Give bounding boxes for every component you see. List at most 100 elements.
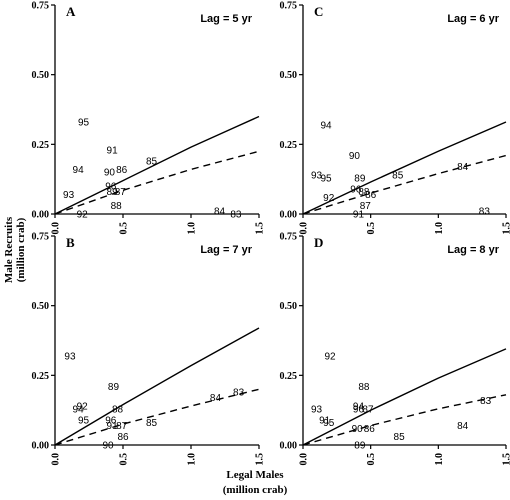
data-point-label: 89 [107, 187, 119, 198]
data-point-label: 88 [112, 404, 124, 415]
data-point-label: 93 [63, 190, 75, 201]
y-tick-label: 0.00 [280, 441, 298, 452]
data-point-label: 95 [78, 118, 90, 129]
data-point-label: 85 [394, 432, 406, 443]
data-point-label: 88 [358, 382, 370, 393]
data-point-label: 96 [353, 404, 365, 415]
x-tick-label: 1.5 [255, 453, 266, 466]
panel-letter: C [314, 4, 323, 19]
data-point-label: 89 [354, 173, 366, 184]
x-tick-label: 1.5 [255, 222, 266, 235]
lag-label: Lag = 6 yr [447, 13, 499, 25]
solid-fit-line [302, 348, 507, 446]
y-tick-label: 0.50 [280, 301, 298, 312]
data-point-label: 88 [111, 201, 123, 212]
panel-letter: D [314, 235, 323, 250]
data-point-label: 87 [362, 404, 374, 415]
data-point-label: 93 [64, 351, 76, 362]
data-point-label: 86 [365, 190, 377, 201]
data-point-label: 94 [320, 120, 332, 131]
data-point-label: 87 [360, 201, 372, 212]
data-point-label: 90 [104, 168, 116, 179]
data-point-label: 92 [325, 351, 337, 362]
data-point-label: 91 [353, 210, 365, 221]
x-tick-label: 0.5 [366, 453, 377, 466]
data-point-label: 92 [77, 210, 89, 221]
x-tick-label: 0.0 [299, 222, 310, 235]
data-point-label: 85 [146, 418, 158, 429]
panel-d: 0.00 0.25 0.50 0.75 0.0 0.5 1.0 1.5 92 88 93 949687… [280, 232, 510, 466]
solid-fit-line [54, 115, 260, 215]
data-point-label: 89 [354, 441, 366, 452]
data-point-label: 83 [230, 210, 242, 221]
data-point-label: 87 [116, 421, 128, 432]
data-point-label: 91 [107, 421, 119, 432]
y-tick-label: 0.75 [32, 1, 50, 12]
data-point-label: 96 [350, 184, 362, 195]
x-tick-label: 1.0 [434, 222, 445, 235]
data-point-label: 90 [102, 441, 114, 452]
data-point-label: 94 [73, 165, 85, 176]
x-axis-title-line2: (million crab) [223, 484, 288, 496]
data-point-label: 86 [117, 432, 129, 443]
data-point-label: 91 [107, 145, 119, 156]
y-tick-label: 0.00 [32, 210, 50, 221]
data-point-label: 84 [457, 162, 469, 173]
solid-fit-line [54, 327, 260, 446]
data-point-label: 89 [108, 382, 120, 393]
y-tick-label: 0.75 [32, 232, 50, 243]
data-point-label: 87 [115, 187, 127, 198]
data-point-label: 94 [353, 401, 365, 412]
x-tick-label: 1.0 [187, 222, 198, 235]
dashed-fit-line [302, 154, 507, 215]
data-point-label: 90 [349, 151, 361, 162]
data-point-label: 85 [392, 170, 404, 181]
y-tick-label: 0.75 [280, 232, 298, 243]
data-point-label: 83 [233, 388, 245, 399]
y-tick-label: 0.50 [32, 70, 50, 81]
dashed-fit-line [54, 150, 260, 215]
panel-letter: B [66, 235, 75, 250]
data-point-label: 93 [311, 404, 323, 415]
panel-a: 0.00 0.25 0.50 0.75 0.0 0.5 1.0 1.5 95 91 94 90 86 85… [32, 1, 266, 235]
x-axis-title-line1: Legal Males [226, 469, 284, 481]
data-point-label: 84 [214, 207, 226, 218]
x-tick-label: 0.5 [119, 222, 130, 235]
y-tick-label: 0.25 [280, 371, 298, 382]
y-tick-label: 0.00 [32, 441, 50, 452]
y-tick-label: 0.00 [280, 210, 298, 221]
x-tick-label: 0.0 [299, 453, 310, 466]
data-point-label: 90 [352, 424, 364, 435]
data-point-label: 85 [146, 157, 158, 168]
data-point-label: 94 [73, 404, 85, 415]
data-point-label: 91 [319, 415, 331, 426]
data-point-label: 93 [311, 170, 323, 181]
lag-label: Lag = 7 yr [200, 244, 252, 256]
panel-letter: A [66, 4, 76, 19]
x-tick-label: 1.0 [187, 453, 198, 466]
x-tick-label: 0.0 [51, 453, 62, 466]
x-tick-label: 1.5 [502, 453, 510, 466]
data-point-label: 84 [210, 393, 222, 404]
y-tick-label: 0.25 [32, 371, 50, 382]
y-tick-label: 0.75 [280, 1, 298, 12]
y-axis-title-line1: Male Recruits [3, 216, 15, 283]
y-tick-label: 0.50 [32, 301, 50, 312]
data-point-label: 84 [457, 421, 469, 432]
data-point-label: 88 [358, 187, 370, 198]
y-tick-label: 0.25 [280, 140, 298, 151]
data-point-label: 92 [323, 193, 335, 204]
x-tick-label: 1.5 [502, 222, 510, 235]
dashed-fit-line [302, 394, 507, 446]
data-point-label: 92 [77, 401, 89, 412]
data-point-label: 95 [323, 418, 335, 429]
data-point-label: 86 [364, 424, 376, 435]
data-point-label: 83 [479, 207, 491, 218]
data-point-label: 95 [78, 415, 90, 426]
lag-label: Lag = 5 yr [200, 13, 252, 25]
y-tick-label: 0.25 [32, 140, 50, 151]
data-point-label: 96 [105, 182, 117, 193]
